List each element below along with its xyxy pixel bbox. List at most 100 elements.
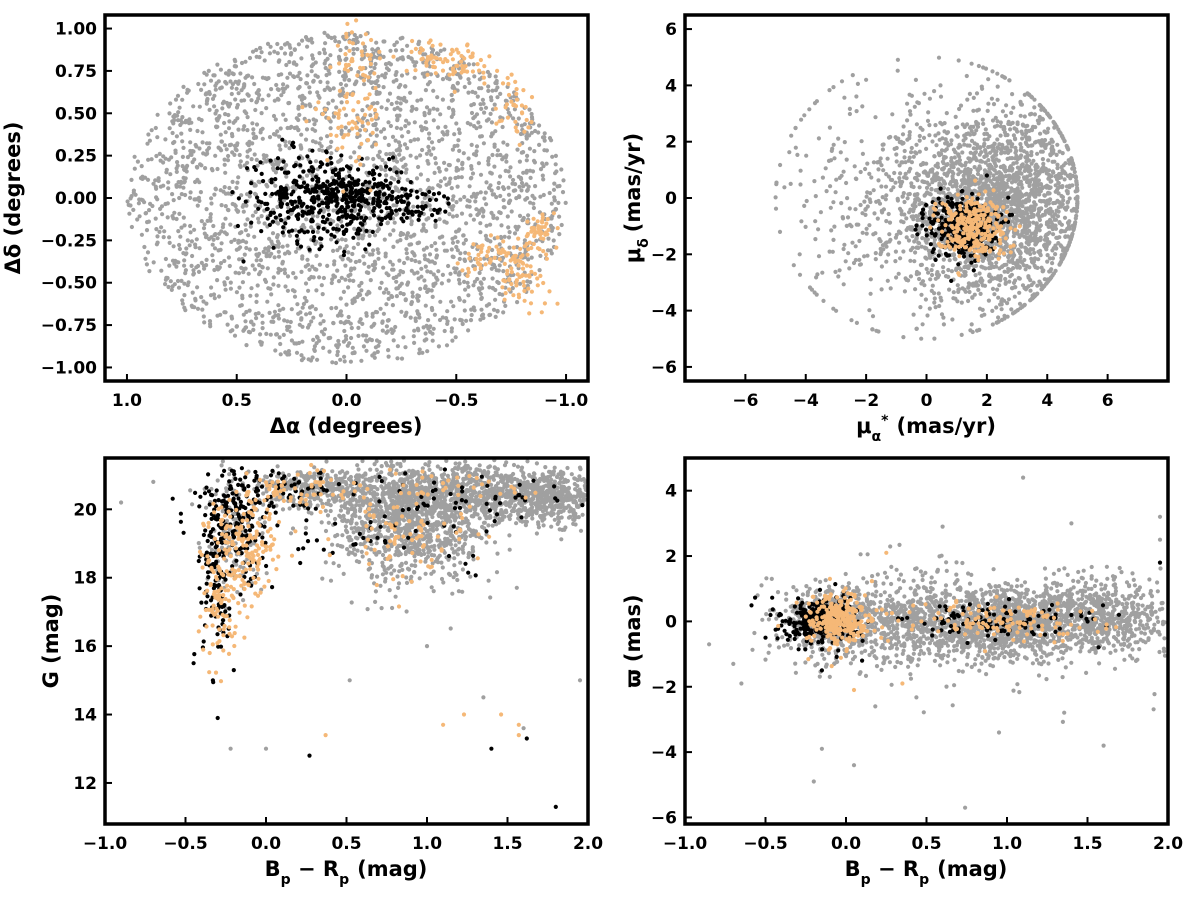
sky-field-point: [498, 152, 503, 158]
pm-field-point: [896, 271, 901, 276]
sky-field-point: [306, 357, 311, 362]
sky-field-point: [444, 220, 449, 225]
sky-field-point: [455, 239, 460, 244]
sky-field-point: [304, 312, 309, 317]
sky-field-point: [244, 343, 249, 348]
sky-field-point: [195, 285, 200, 290]
sky-field-point: [482, 110, 487, 115]
sky-group2-point: [440, 68, 446, 73]
sky-field-point: [336, 279, 342, 284]
pm-field-point: [1065, 200, 1070, 205]
sky-members-point: [236, 196, 241, 201]
sky-field-point: [397, 258, 402, 263]
sky-field-point: [484, 303, 489, 308]
sky-field-point: [230, 150, 235, 155]
sky-field-point: [253, 203, 258, 208]
sky-field-point: [168, 279, 173, 284]
sky-members-point: [387, 157, 392, 162]
sky-members-point: [351, 214, 357, 219]
sky-field-point: [505, 142, 510, 147]
sky-field-point: [167, 263, 172, 268]
sky-field-point: [131, 188, 136, 193]
pm-field-point: [982, 131, 987, 137]
sky-field-point: [219, 229, 224, 234]
sky-field-point: [517, 194, 522, 199]
sky-group2-point: [525, 219, 530, 224]
sky-field-point: [229, 85, 234, 90]
sky-field-point: [210, 253, 215, 258]
sky-group2-point: [349, 59, 354, 64]
sky-group2-point: [341, 189, 346, 194]
sky-field-point: [219, 241, 224, 246]
sky-group2-point: [433, 71, 438, 76]
sky-group2-point: [370, 130, 375, 135]
sky-field-point: [563, 200, 568, 205]
sky-field-point: [549, 138, 554, 143]
sky-field-point: [499, 223, 504, 228]
sky-field-point: [195, 196, 201, 201]
sky-group2-point: [362, 127, 367, 132]
sky-field-point: [215, 278, 220, 283]
sky-members-point: [279, 203, 284, 208]
sky-field-point: [380, 73, 385, 78]
sky-members-point: [354, 192, 359, 197]
sky-field-point: [218, 67, 223, 72]
sky-members-point: [341, 253, 346, 258]
sky-field-point: [478, 190, 483, 195]
sky-field-point: [458, 197, 463, 202]
sky-group2-point: [519, 274, 524, 279]
sky-field-point: [387, 61, 392, 66]
sky-field-point: [437, 169, 442, 174]
pm-field-point: [941, 322, 947, 327]
sky-field-point: [241, 328, 246, 333]
sky-field-point: [461, 241, 466, 246]
sky-field-point: [292, 60, 297, 65]
sky-field-point: [299, 269, 304, 274]
sky-field-point: [202, 70, 207, 75]
sky-group2-point: [501, 278, 506, 283]
sky-field-point: [344, 337, 349, 342]
sky-field-point: [273, 170, 278, 175]
sky-field-point: [159, 225, 164, 230]
sky-members-point: [259, 229, 264, 234]
sky-group2-point: [551, 211, 557, 216]
sky-field-point: [350, 298, 355, 303]
sky-group2-point: [334, 133, 339, 138]
sky-field-point: [408, 315, 413, 320]
pm-field-point: [1006, 297, 1012, 302]
pm-field-point: [951, 290, 956, 295]
sky-field-point: [287, 71, 293, 76]
sky-field-point: [188, 230, 193, 235]
pm-field-point: [1052, 159, 1057, 164]
sky-field-point: [169, 287, 174, 292]
sky-field-point: [445, 319, 450, 324]
sky-field-point: [376, 256, 381, 261]
sky-field-point: [504, 99, 509, 104]
sky-field-point: [233, 203, 238, 209]
sky-field-point: [177, 195, 182, 201]
pm-field-point: [1013, 150, 1018, 155]
sky-group2-point: [361, 78, 366, 83]
sky-field-point: [145, 177, 151, 182]
sky-field-point: [211, 223, 216, 229]
sky-field-point: [210, 258, 216, 263]
sky-field-point: [247, 247, 252, 252]
sky-field-point: [309, 319, 314, 324]
sky-field-point: [378, 53, 383, 58]
sky-field-point: [328, 126, 333, 131]
sky-field-point: [434, 255, 439, 260]
sky-field-point: [201, 299, 206, 304]
sky-group2-point: [487, 54, 492, 59]
sky-members-point: [415, 204, 420, 209]
sky-field-point: [403, 297, 408, 302]
sky-field-point: [327, 349, 332, 354]
sky-members-point: [351, 203, 357, 208]
sky-field-point: [395, 356, 400, 361]
sky-field-point: [501, 185, 506, 190]
sky-field-point: [523, 197, 528, 202]
sky-field-point: [167, 235, 172, 240]
sky-field-point: [440, 315, 445, 320]
sky-members-point: [334, 240, 339, 245]
pm-field-point: [1007, 279, 1012, 284]
sky-group2-point: [505, 268, 510, 273]
